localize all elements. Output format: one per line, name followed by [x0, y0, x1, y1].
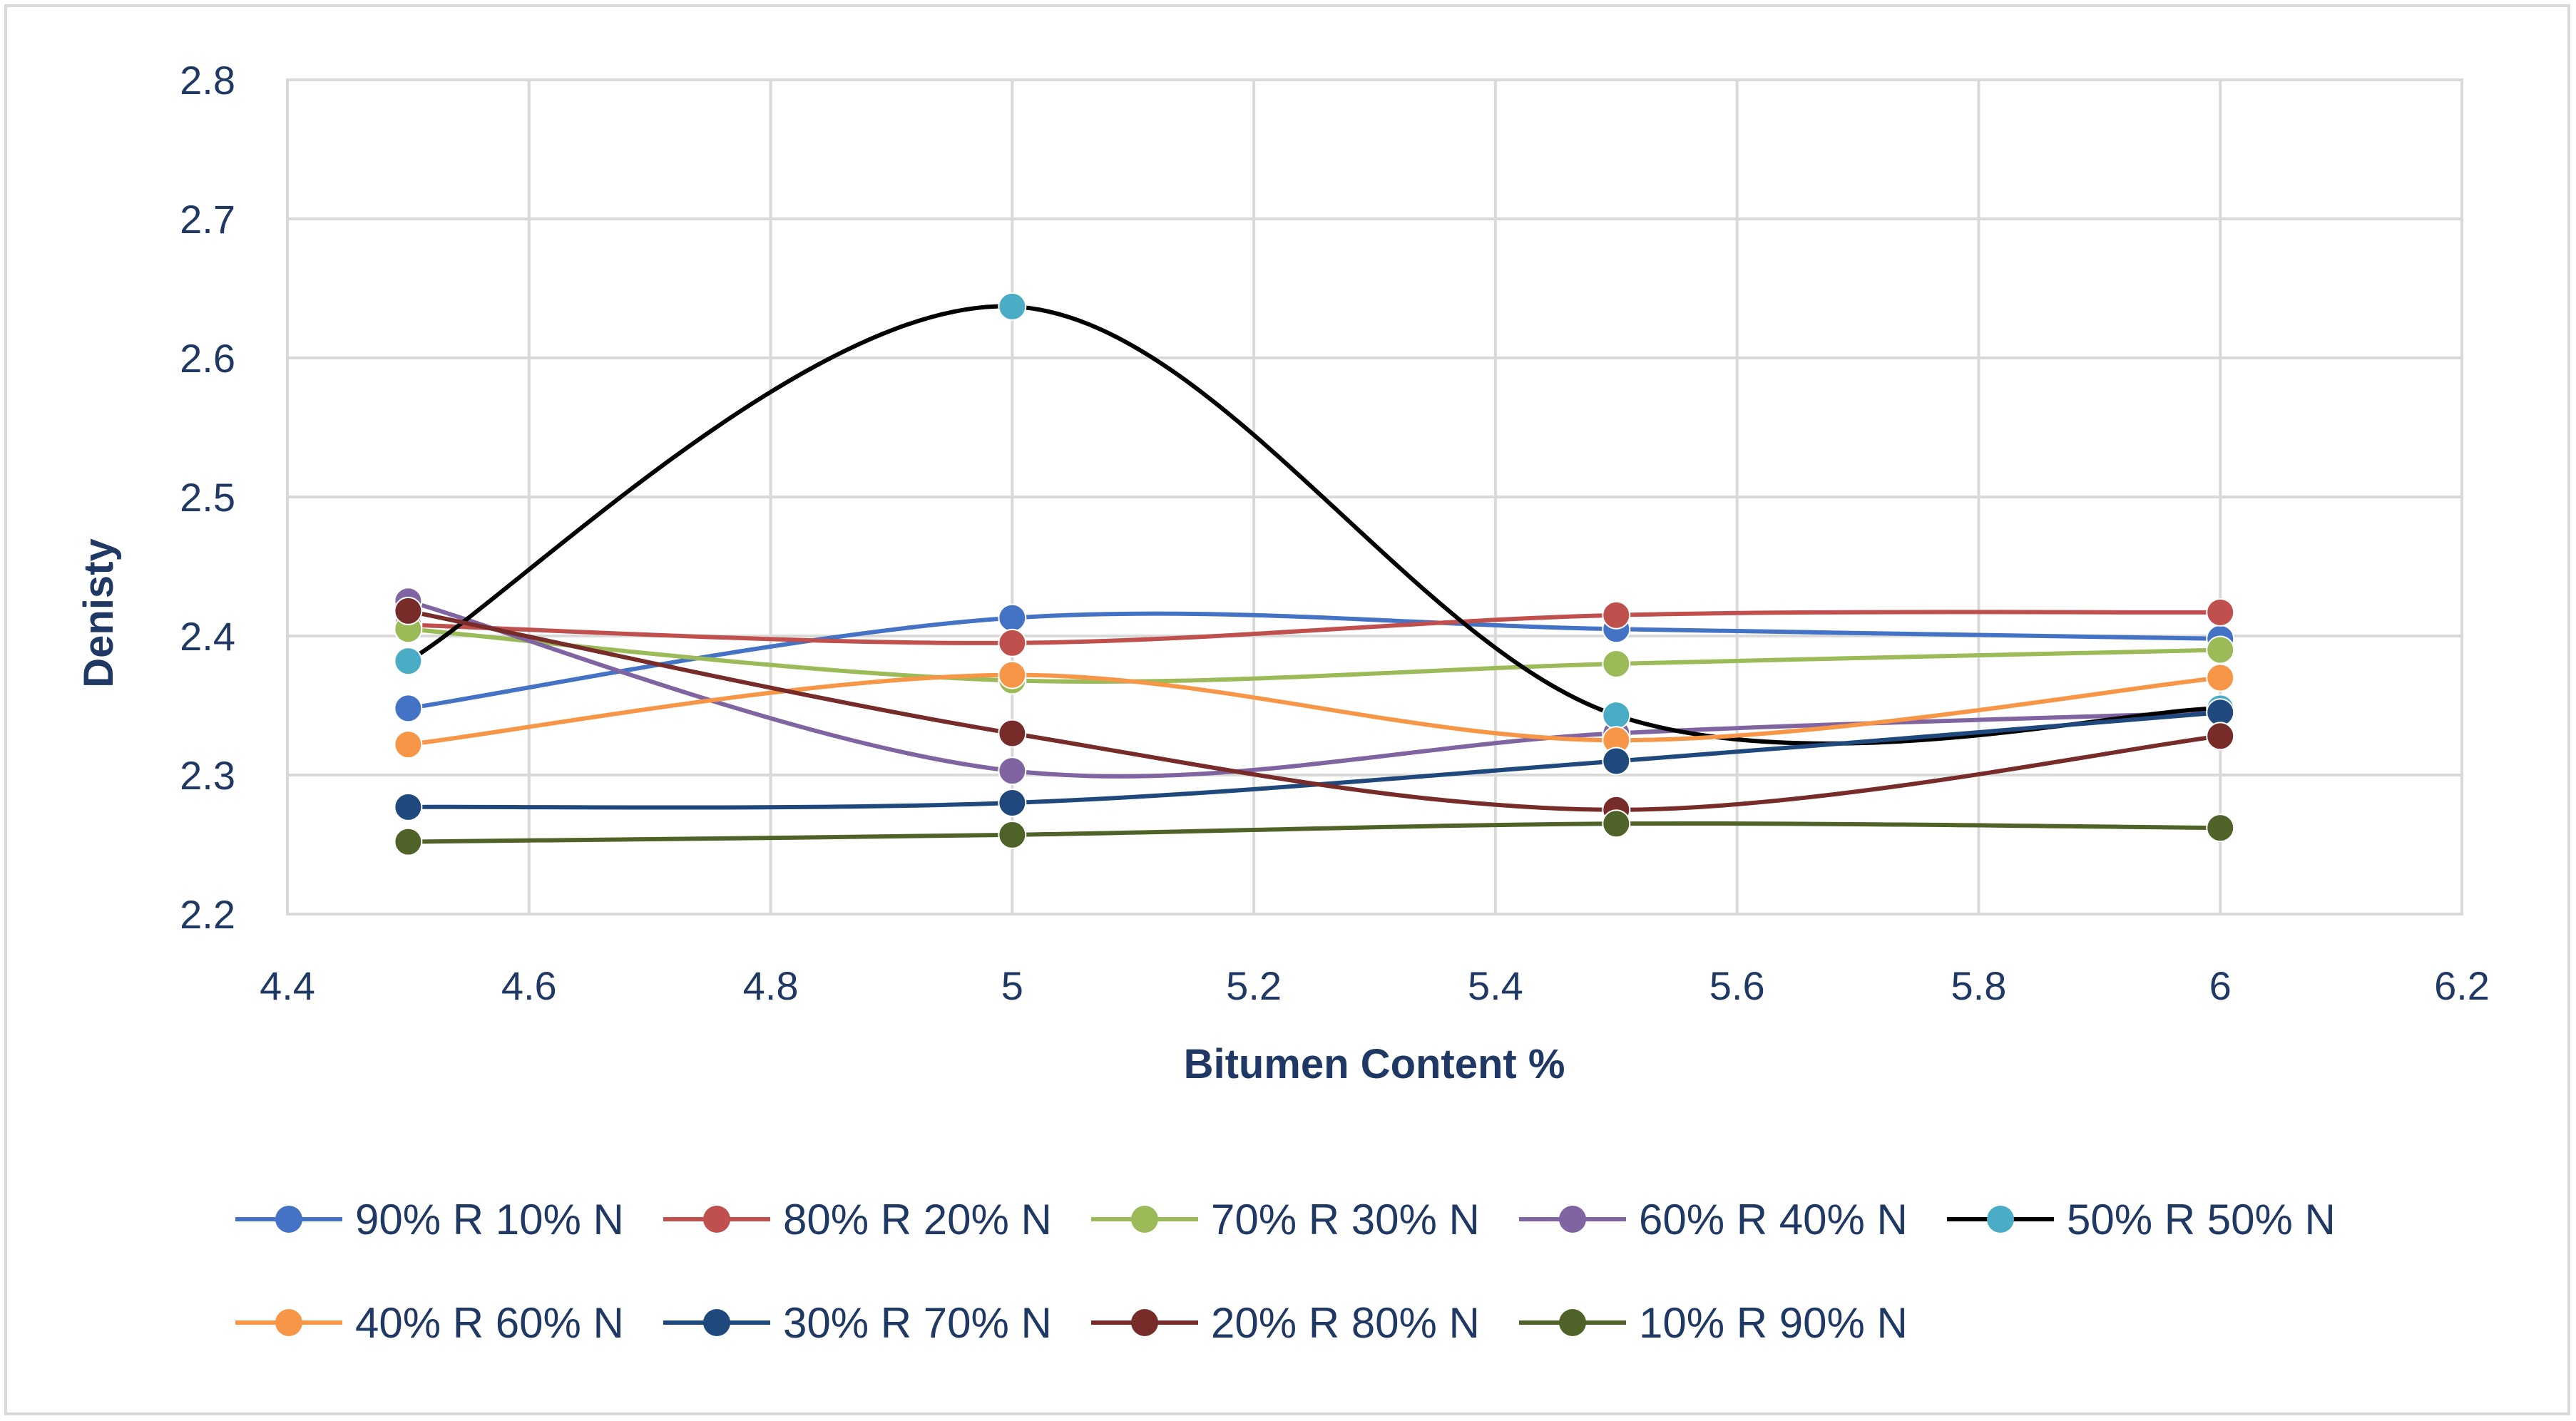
y-tick-label: 2.3	[180, 753, 235, 798]
x-tick-label: 5	[1001, 963, 1023, 1008]
y-tick-label: 2.2	[180, 892, 235, 937]
series-line	[408, 710, 2221, 810]
data-point	[1602, 701, 1631, 730]
data-point	[394, 647, 423, 676]
series-line	[407, 608, 2221, 812]
legend-label: 20% R 80% N	[1211, 1299, 1480, 1347]
x-tick-label: 4.8	[743, 963, 799, 1008]
legend-marker	[1131, 1309, 1158, 1336]
x-tick-label: 6	[2209, 963, 2232, 1008]
x-tick-label: 5.4	[1468, 963, 1523, 1008]
data-point	[1602, 650, 1631, 678]
y-tick-label: 2.6	[180, 336, 235, 381]
gridlines	[286, 78, 2463, 915]
data-point	[1602, 747, 1631, 776]
x-tick-labels: 4.4 4.6 4.8 5 5.2 5.4 5.6 5.8 6 6.2	[260, 963, 2490, 1008]
data-point	[998, 719, 1027, 748]
data-point	[394, 827, 423, 856]
x-tick-label: 6.2	[2434, 963, 2490, 1008]
series-line	[408, 821, 2221, 844]
data-point	[998, 789, 1027, 817]
series-line	[407, 611, 2221, 711]
chart-frame	[4, 4, 2570, 1415]
legend-label: 70% R 30% N	[1211, 1196, 1480, 1243]
series-markers	[394, 292, 2235, 856]
legend-marker	[703, 1309, 730, 1336]
legend-label: 40% R 60% N	[355, 1299, 624, 1347]
series-line	[407, 304, 2221, 746]
x-tick-label: 5.6	[1709, 963, 1765, 1008]
data-point	[2206, 635, 2235, 665]
legend-marker	[275, 1309, 302, 1336]
y-tick-label: 2.8	[180, 58, 235, 103]
legend-item: 90% R 10% N	[235, 1196, 624, 1243]
x-tick-label: 4.4	[260, 963, 315, 1008]
x-tick-label: 5.8	[1951, 963, 2007, 1008]
data-point	[2206, 814, 2235, 843]
data-point	[394, 730, 423, 759]
legend-item: 80% R 20% N	[663, 1196, 1052, 1243]
data-point	[394, 694, 423, 723]
legend-label: 50% R 50% N	[2067, 1196, 2336, 1243]
legend-marker	[1987, 1206, 2014, 1233]
legend-label: 10% R 90% N	[1639, 1299, 1908, 1347]
data-point	[998, 756, 1027, 786]
x-tick-label: 4.6	[501, 963, 557, 1008]
data-point	[2206, 722, 2235, 751]
legend-item: 10% R 90% N	[1519, 1299, 1908, 1347]
legend: 90% R 10% N 80% R 20% N 70% R 30% N 60% R 4…	[235, 1196, 2336, 1347]
data-point	[998, 660, 1027, 689]
y-tick-label: 2.4	[180, 614, 235, 659]
data-point	[1602, 809, 1631, 838]
data-point	[394, 596, 423, 625]
data-point	[394, 792, 423, 821]
x-axis-title: Bitumen Content %	[1184, 1041, 1565, 1087]
legend-label: 90% R 10% N	[355, 1196, 624, 1243]
series-line	[408, 610, 2221, 645]
data-point	[998, 628, 1027, 657]
legend-marker	[1131, 1206, 1158, 1233]
data-point	[998, 292, 1027, 321]
y-tick-labels: 2.2 2.3 2.4 2.5 2.6 2.7 2.8	[180, 58, 235, 937]
legend-item: 70% R 30% N	[1091, 1196, 1480, 1243]
legend-item: 40% R 60% N	[235, 1299, 624, 1347]
x-tick-label: 5.2	[1226, 963, 1282, 1008]
plot-area	[286, 78, 2463, 915]
series-line	[407, 599, 2221, 779]
plot-area-border	[286, 78, 2463, 915]
y-tick-label: 2.7	[180, 197, 235, 242]
legend-item: 20% R 80% N	[1091, 1299, 1480, 1347]
legend-item: 30% R 70% N	[663, 1299, 1052, 1347]
legend-marker	[275, 1206, 302, 1233]
data-point	[2206, 663, 2235, 692]
data-point	[1602, 600, 1631, 630]
y-axis-title: Denisty	[76, 538, 122, 688]
series-lines	[407, 304, 2221, 844]
legend-item: 50% R 50% N	[1947, 1196, 2336, 1243]
series-line	[408, 672, 2221, 747]
data-point	[998, 820, 1027, 849]
y-tick-label: 2.5	[180, 475, 235, 520]
legend-marker	[1559, 1309, 1586, 1336]
data-point	[998, 603, 1027, 632]
data-point	[2206, 597, 2235, 627]
series-line	[408, 627, 2221, 684]
legend-label: 60% R 40% N	[1639, 1196, 1908, 1243]
legend-label: 30% R 70% N	[783, 1299, 1052, 1347]
legend-marker	[703, 1206, 730, 1233]
legend-marker	[1559, 1206, 1586, 1233]
legend-item: 60% R 40% N	[1519, 1196, 1908, 1243]
legend-label: 80% R 20% N	[783, 1196, 1052, 1243]
